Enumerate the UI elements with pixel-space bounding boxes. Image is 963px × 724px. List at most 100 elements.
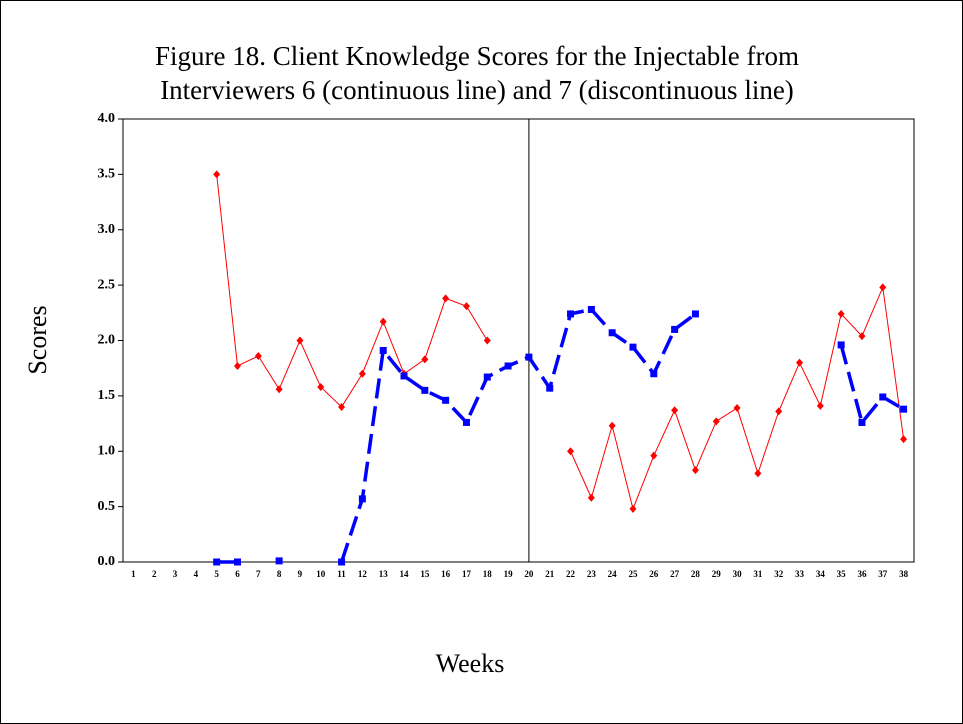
marker [879, 283, 887, 292]
marker [879, 393, 887, 401]
x-tick-label: 26 [649, 569, 659, 579]
y-tick-label: 2.5 [98, 277, 116, 292]
marker [650, 370, 658, 378]
marker [421, 355, 429, 364]
marker [567, 447, 575, 456]
y-tick-label: 0.0 [98, 554, 116, 569]
x-tick-label: 23 [587, 569, 597, 579]
y-tick-label: 3.0 [98, 222, 116, 237]
marker [213, 558, 221, 566]
marker [629, 504, 637, 513]
x-tick-label: 30 [733, 569, 743, 579]
x-tick-label: 20 [524, 569, 534, 579]
marker [379, 317, 387, 326]
x-tick-label: 15 [420, 569, 430, 579]
marker [525, 353, 533, 361]
x-tick-label: 6 [235, 569, 240, 579]
marker [608, 329, 616, 337]
x-tick-label: 31 [753, 569, 763, 579]
x-tick-label: 8 [277, 569, 282, 579]
x-tick-label: 12 [358, 569, 368, 579]
marker [796, 358, 804, 367]
marker [317, 383, 325, 392]
x-tick-label: 14 [400, 569, 410, 579]
x-tick-label: 36 [857, 569, 867, 579]
x-tick-label: 11 [337, 569, 346, 579]
marker [254, 352, 262, 361]
x-tick-label: 25 [628, 569, 638, 579]
x-tick-label: 32 [774, 569, 784, 579]
x-tick-label: 1 [131, 569, 136, 579]
x-tick-label: 16 [441, 569, 451, 579]
x-tick-label: 27 [670, 569, 680, 579]
marker [650, 451, 658, 460]
marker [462, 418, 470, 426]
marker [754, 469, 762, 478]
y-axis-label: Scores [23, 305, 52, 374]
x-tick-label: 2 [152, 569, 157, 579]
x-tick-label: 13 [379, 569, 389, 579]
marker [671, 406, 679, 415]
marker [858, 332, 866, 341]
marker [275, 557, 283, 565]
chart-title: Interviewers 6 (continuous line) and 7 (… [160, 75, 794, 105]
marker [296, 336, 304, 345]
marker [691, 310, 699, 318]
y-tick-label: 0.5 [98, 499, 116, 514]
y-tick-label: 1.0 [98, 443, 116, 458]
x-axis-label: Weeks [436, 649, 505, 678]
x-tick-label: 4 [194, 569, 199, 579]
x-tick-label: 7 [256, 569, 261, 579]
marker [837, 309, 845, 318]
marker [233, 558, 241, 566]
marker [275, 385, 283, 394]
x-tick-label: 29 [712, 569, 722, 579]
marker [546, 384, 554, 392]
marker [442, 396, 450, 404]
marker [483, 336, 491, 345]
y-tick-label: 3.5 [98, 167, 116, 182]
marker [567, 310, 575, 318]
chart-title: Figure 18. Client Knowledge Scores for t… [155, 41, 799, 71]
x-tick-label: 5 [214, 569, 219, 579]
x-tick-label: 10 [316, 569, 326, 579]
marker [691, 466, 699, 475]
marker [837, 341, 845, 349]
x-tick-label: 38 [899, 569, 909, 579]
marker [233, 361, 241, 370]
marker [858, 418, 866, 426]
marker [733, 404, 741, 413]
marker [608, 421, 616, 430]
y-tick-label: 4.0 [98, 111, 116, 126]
x-tick-label: 3 [173, 569, 178, 579]
x-tick-label: 19 [504, 569, 514, 579]
marker [587, 493, 595, 502]
x-tick-label: 33 [795, 569, 805, 579]
x-tick-label: 9 [298, 569, 303, 579]
marker [462, 302, 470, 311]
marker [442, 294, 450, 303]
x-tick-label: 17 [462, 569, 472, 579]
marker [775, 407, 783, 416]
x-tick-label: 34 [816, 569, 826, 579]
x-tick-label: 24 [608, 569, 618, 579]
x-tick-label: 22 [566, 569, 576, 579]
marker [587, 305, 595, 313]
marker [400, 372, 408, 380]
marker [379, 346, 387, 354]
marker [629, 343, 637, 351]
marker [900, 435, 908, 444]
marker [358, 495, 366, 503]
marker [816, 401, 824, 410]
y-tick-label: 1.5 [98, 388, 116, 403]
marker [483, 373, 491, 381]
marker [358, 369, 366, 378]
marker [504, 362, 512, 370]
x-tick-label: 35 [837, 569, 847, 579]
marker [338, 558, 346, 566]
marker [213, 170, 221, 179]
x-tick-label: 21 [545, 569, 555, 579]
x-tick-label: 18 [483, 569, 493, 579]
